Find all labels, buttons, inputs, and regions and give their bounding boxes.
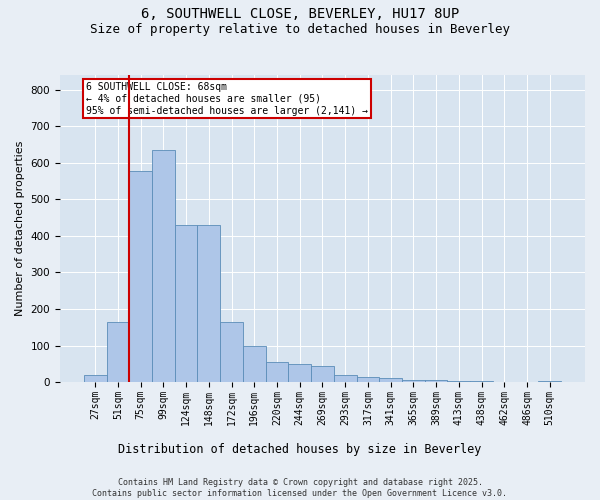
Bar: [107, 322, 129, 382]
Bar: [311, 366, 334, 382]
Text: Contains HM Land Registry data © Crown copyright and database right 2025.
Contai: Contains HM Land Registry data © Crown c…: [92, 478, 508, 498]
Text: 6, SOUTHWELL CLOSE, BEVERLEY, HU17 8UP: 6, SOUTHWELL CLOSE, BEVERLEY, HU17 8UP: [141, 8, 459, 22]
Bar: [425, 380, 448, 382]
Bar: [379, 378, 402, 382]
Bar: [243, 346, 266, 382]
Y-axis label: Number of detached properties: Number of detached properties: [15, 141, 25, 316]
Bar: [197, 225, 220, 382]
Bar: [402, 380, 425, 382]
Bar: [356, 378, 379, 382]
Bar: [175, 225, 197, 382]
Text: Size of property relative to detached houses in Beverley: Size of property relative to detached ho…: [90, 22, 510, 36]
Bar: [152, 150, 175, 382]
Bar: [129, 171, 152, 382]
Text: 6 SOUTHWELL CLOSE: 68sqm
← 4% of detached houses are smaller (95)
95% of semi-de: 6 SOUTHWELL CLOSE: 68sqm ← 4% of detache…: [86, 82, 368, 116]
Bar: [289, 364, 311, 382]
Text: Distribution of detached houses by size in Beverley: Distribution of detached houses by size …: [118, 442, 482, 456]
Bar: [84, 375, 107, 382]
Bar: [334, 375, 356, 382]
Bar: [220, 322, 243, 382]
Bar: [266, 362, 289, 382]
